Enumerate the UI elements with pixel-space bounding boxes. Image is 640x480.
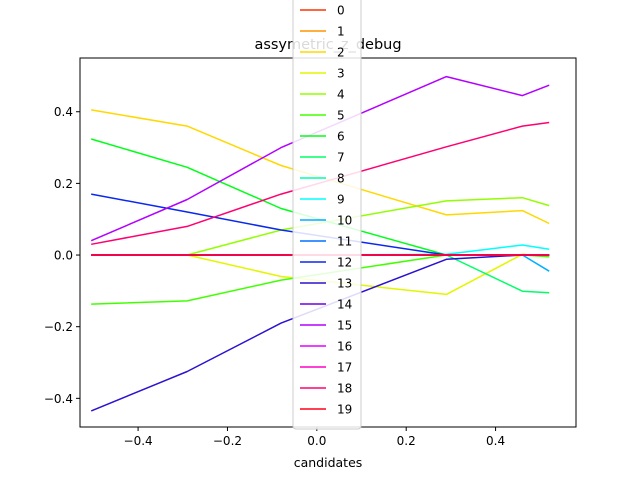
legend-label: 4 [337,88,345,102]
x-tick-label: −0.4 [124,434,153,448]
y-tick-label: 0.2 [54,177,73,191]
legend-label: 13 [337,277,352,291]
legend-label: 19 [337,403,352,417]
legend-label: 18 [337,382,352,396]
legend-label: 2 [337,46,345,60]
y-tick-label: 0.4 [54,105,73,119]
y-tick-label: 0.0 [54,249,73,263]
x-tick-label: −0.2 [213,434,242,448]
series-layer [90,75,550,412]
legend-box [292,0,362,430]
x-tick-label: 0.0 [307,434,326,448]
x-tick-label: 0.4 [486,434,505,448]
legend-label: 5 [337,109,345,123]
legend-label: 16 [337,340,352,354]
series-line-18 [91,121,550,246]
legend-label: 11 [337,235,352,249]
legend-label: 12 [337,256,352,270]
legend-label: 14 [337,298,352,312]
legend-label: 6 [337,130,345,144]
ticks-layer: −0.4 −0.2 0.0 0.2 0.4 −0.4 −0.2 0.0 0.2 0.4 [44,105,505,448]
x-axis-label: candidates [294,455,363,470]
legend-label: 7 [337,151,345,165]
legend-label: 3 [337,67,345,81]
x-tick-label: 0.2 [397,434,416,448]
legend-label: 0 [337,4,345,18]
legend-label: 15 [337,319,352,333]
legend-label: 1 [337,25,345,39]
series-line-15 [90,75,550,242]
y-tick-label: −0.2 [44,320,73,334]
y-tick-label: −0.4 [44,392,73,406]
legend-label: 17 [337,361,352,375]
legend-label: 9 [337,193,345,207]
series-line-2 [91,109,550,225]
legend-label: 8 [337,172,345,186]
legend-label: 10 [337,214,352,228]
